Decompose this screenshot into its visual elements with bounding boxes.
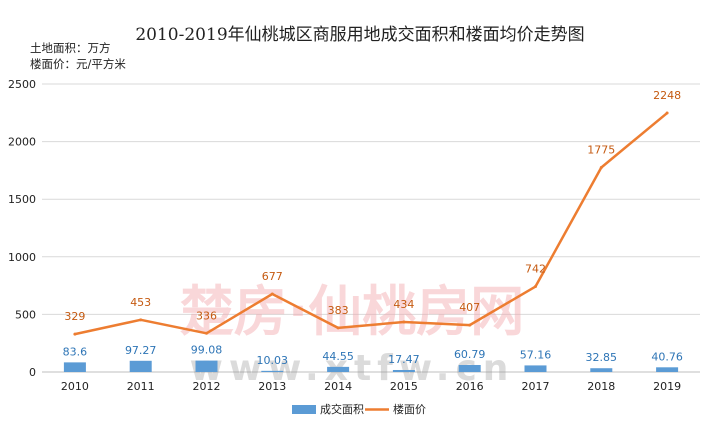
chart-title: 2010-2019年仙桃城区商服用地成交面积和楼面均价走势图 — [135, 25, 584, 45]
line-data-label: 1775 — [587, 144, 615, 157]
line-data-label: 677 — [262, 270, 283, 283]
legend: 成交面积 楼面价 — [292, 402, 426, 416]
y-tick-label: 2500 — [8, 78, 36, 91]
bar-data-label: 83.6 — [63, 345, 88, 358]
x-tick-label: 2012 — [193, 380, 221, 393]
line-data-label: 383 — [328, 304, 349, 317]
x-tick-label: 2016 — [456, 380, 484, 393]
bar — [392, 369, 415, 372]
bar-data-label: 44.55 — [322, 350, 354, 363]
y-tick-label: 1500 — [8, 193, 36, 206]
line-data-label: 329 — [64, 310, 85, 323]
data-labels: 83.6 97.27 99.08 10.03 44.55 17.47 60.79 57.16 3… — [63, 89, 683, 367]
line-data-label: 742 — [525, 263, 546, 276]
y-tick-label: 0 — [29, 366, 36, 379]
x-tick-label: 2019 — [653, 380, 681, 393]
bar-data-label: 60.79 — [454, 348, 486, 361]
line-data-label: 434 — [393, 298, 414, 311]
line-data-label: 407 — [459, 301, 480, 314]
x-tick-label: 2014 — [324, 380, 352, 393]
watermark-logo-text: 楚房·仙桃房网 — [180, 280, 525, 343]
line-point — [270, 292, 274, 296]
x-tick-label: 2015 — [390, 380, 418, 393]
bar-series-area — [63, 360, 679, 372]
bar-data-label: 32.85 — [586, 351, 618, 364]
line-point — [73, 332, 77, 336]
line-point — [402, 320, 406, 324]
x-tick-label: 2011 — [127, 380, 155, 393]
y-tick-label: 1000 — [8, 251, 36, 264]
y-tick-label: 500 — [15, 308, 36, 321]
bar-data-label: 97.27 — [125, 344, 157, 357]
y-tick-label: 2000 — [8, 136, 36, 149]
bar — [63, 362, 86, 372]
line-data-label: 2248 — [653, 89, 681, 102]
bar-data-label: 17.47 — [388, 353, 420, 366]
line-point — [534, 285, 537, 289]
legend-swatch-area — [292, 405, 316, 414]
bar — [656, 367, 679, 372]
bar-data-label: 40.76 — [651, 350, 683, 363]
y-axis: 0 500 1000 1500 2000 2500 — [8, 78, 36, 379]
line-point — [599, 166, 603, 170]
bar — [327, 366, 350, 372]
line-point — [468, 323, 472, 327]
x-axis: 2010 2011 2012 2013 2014 2015 2016 2017 2018 2019 — [61, 380, 681, 393]
x-tick-label: 2018 — [587, 380, 615, 393]
line-point — [205, 331, 208, 335]
line-point — [336, 326, 340, 330]
line-data-label: 453 — [130, 296, 151, 309]
x-tick-label: 2017 — [522, 380, 550, 393]
bar-data-label: 10.03 — [257, 354, 289, 367]
line-point — [665, 111, 669, 115]
bar — [458, 364, 481, 372]
bar — [129, 360, 152, 372]
bar — [261, 370, 284, 372]
x-tick-label: 2010 — [61, 380, 89, 393]
bar — [590, 368, 613, 372]
x-tick-label: 2013 — [258, 380, 286, 393]
bar-data-label: 57.16 — [520, 348, 552, 361]
line-data-label: 336 — [196, 309, 217, 322]
bar-data-label: 99.08 — [191, 344, 223, 357]
legend-label-area: 成交面积 — [320, 402, 364, 416]
area-unit-label: 土地面积：万方 — [30, 41, 111, 55]
legend-label-price: 楼面价 — [393, 402, 426, 416]
bar — [195, 360, 218, 372]
bar — [524, 365, 547, 372]
watermark: 楚房·仙桃房网 www.xtfw.cn — [180, 280, 525, 389]
price-unit-label: 楼面价：元/平方米 — [30, 57, 126, 71]
price-line — [74, 112, 668, 336]
line-point — [139, 318, 143, 322]
line-series-price — [73, 111, 669, 336]
